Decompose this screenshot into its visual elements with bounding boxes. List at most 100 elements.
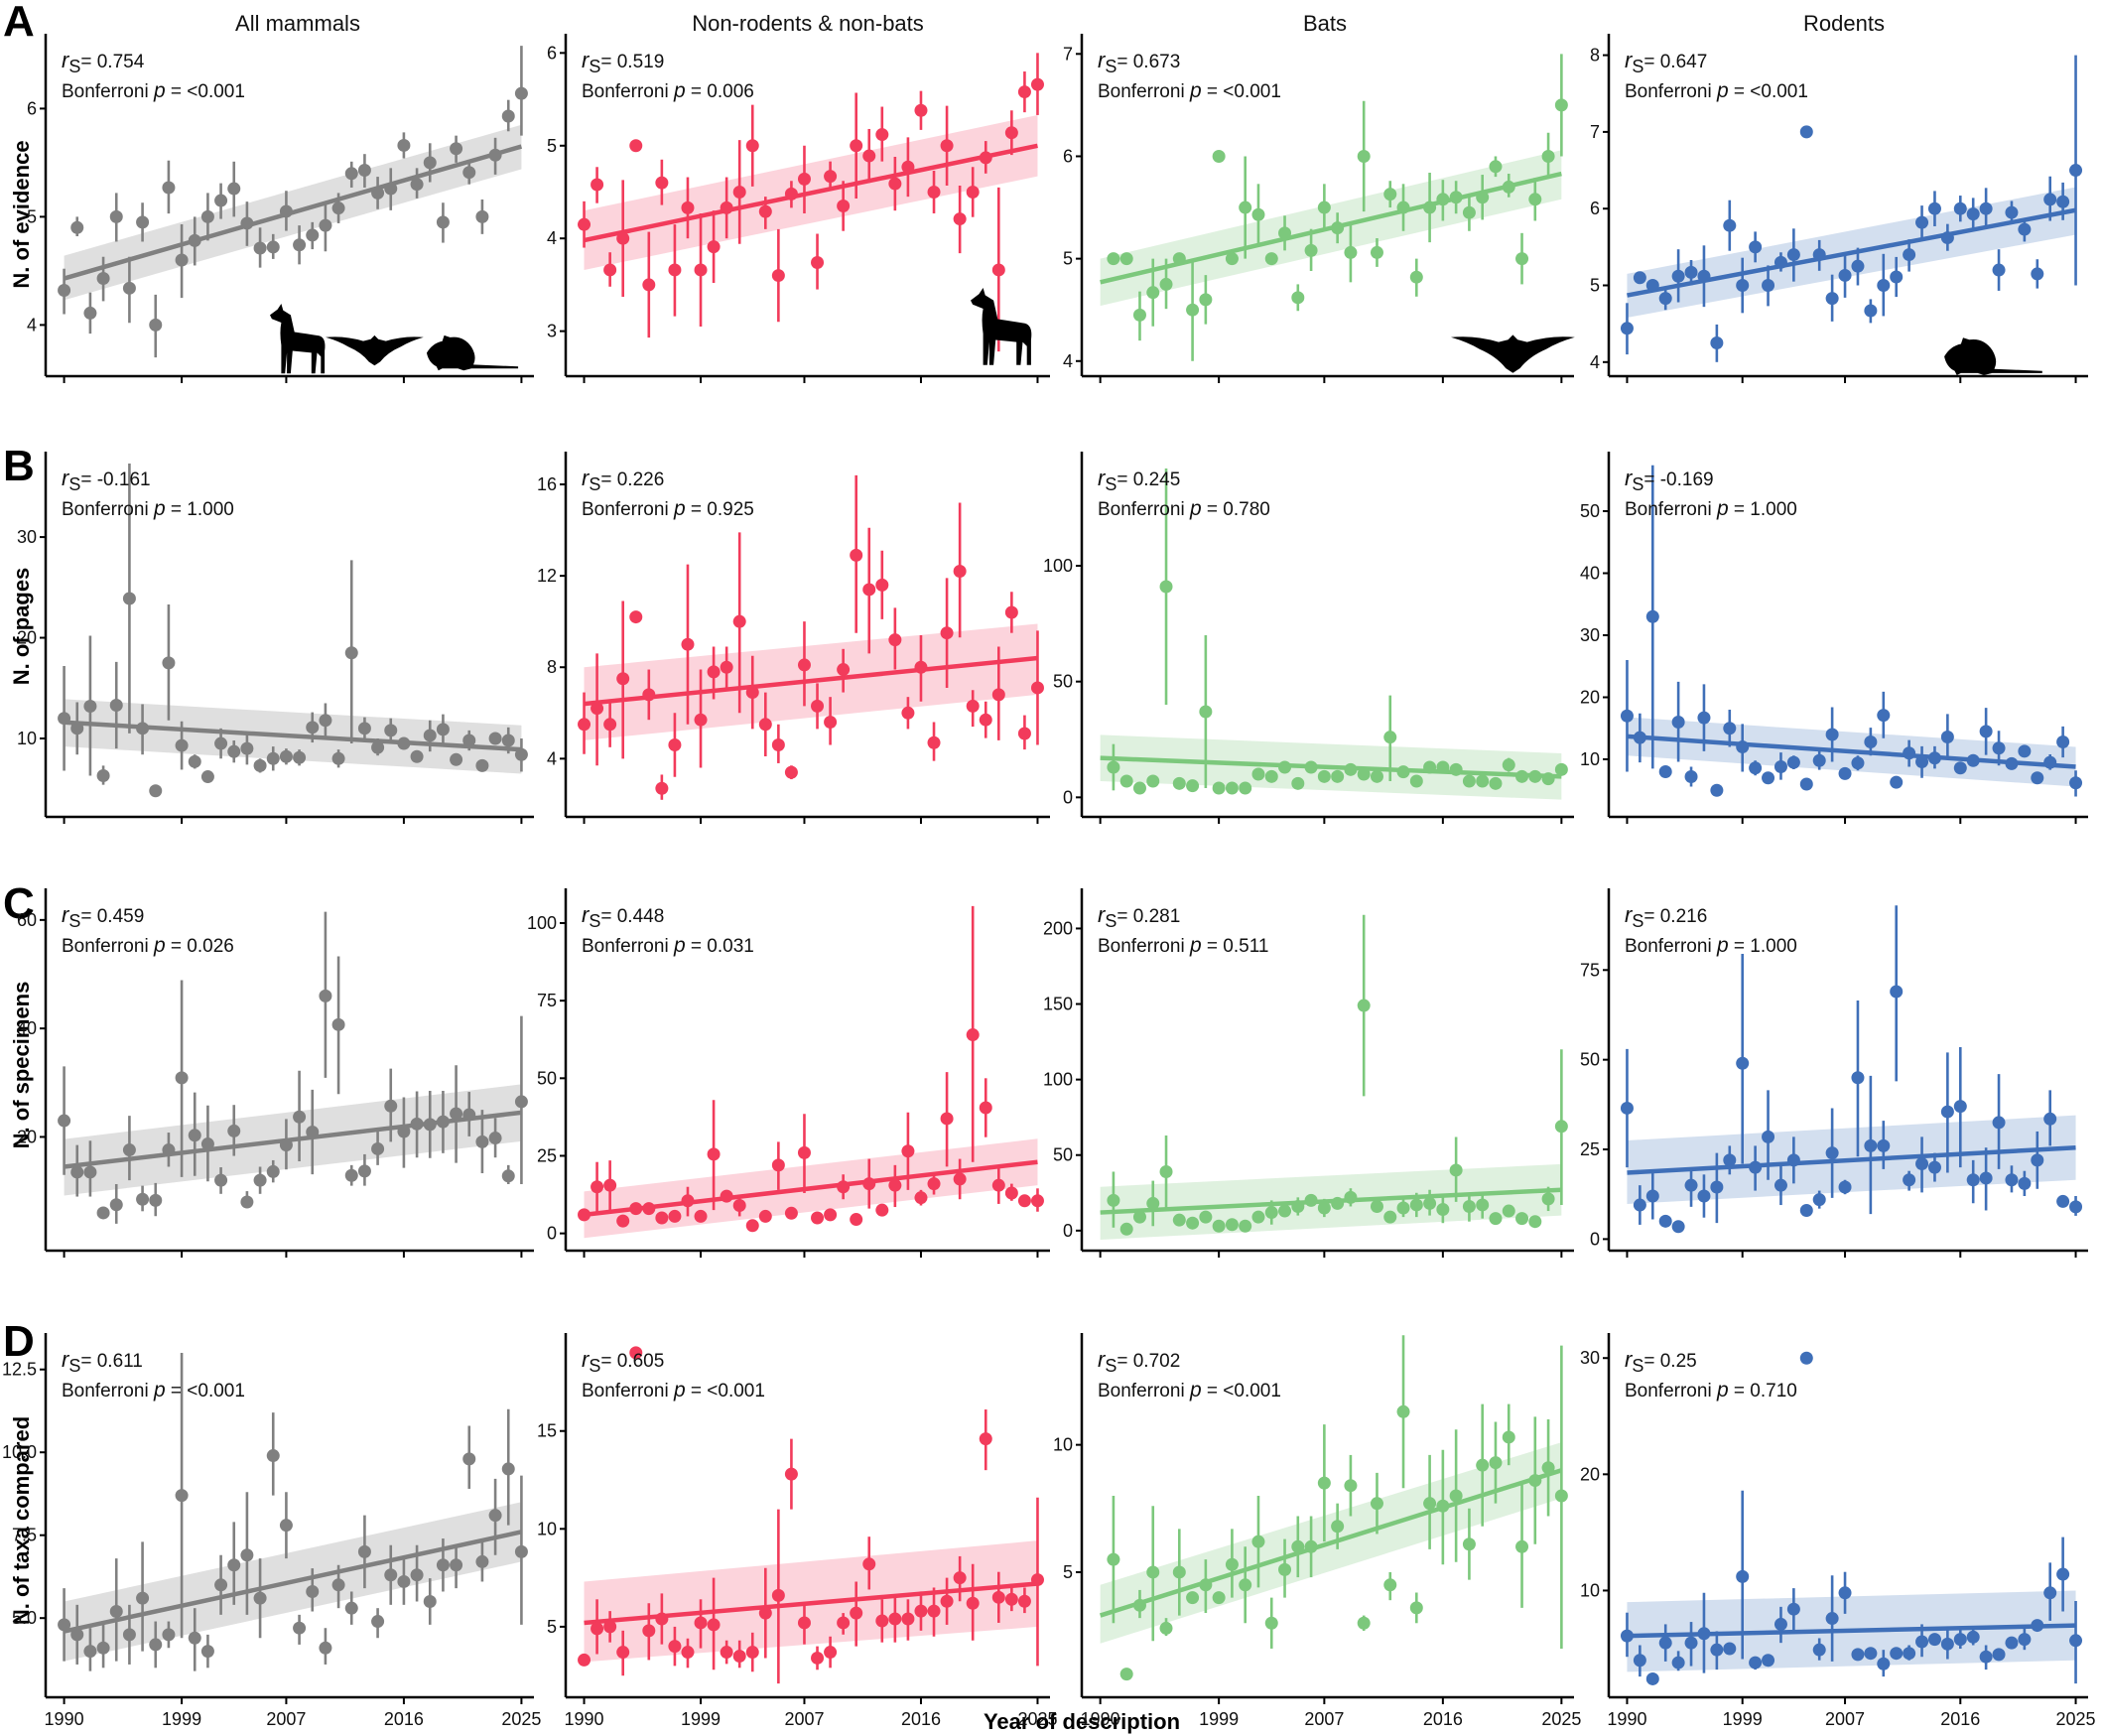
dog-icon — [971, 288, 1032, 365]
data-point — [655, 1612, 669, 1626]
bonferroni-p: Bonferroni p = <0.001 — [1098, 79, 1281, 102]
spearman-rs: rS= 0.448 — [582, 902, 664, 931]
data-point — [200, 1645, 214, 1659]
data-point — [423, 1594, 437, 1608]
trend-line — [584, 655, 1038, 707]
data-point — [1357, 767, 1371, 781]
data-point — [1915, 755, 1929, 768]
data-point — [1697, 711, 1711, 725]
data-point — [1423, 200, 1437, 214]
data-point — [940, 1112, 954, 1126]
data-point — [2031, 1619, 2044, 1633]
data-point — [1212, 1591, 1226, 1605]
data-point — [1186, 779, 1200, 793]
data-point — [1825, 292, 1839, 306]
data-point — [266, 240, 280, 254]
data-point — [344, 167, 358, 181]
data-point — [591, 1622, 604, 1636]
data-point — [1825, 1146, 1839, 1160]
y-tick-label: 20 — [1580, 688, 1600, 708]
data-point — [83, 1165, 97, 1179]
data-point — [2043, 193, 2057, 206]
data-point — [1541, 772, 1555, 786]
data-point — [888, 633, 902, 647]
data-point — [1370, 1497, 1383, 1511]
data-point — [1030, 77, 1044, 91]
data-point — [1710, 335, 1724, 349]
data-point — [488, 1132, 502, 1145]
data-point — [1992, 263, 2006, 277]
data-point — [1762, 771, 1775, 785]
data-point — [1291, 1199, 1305, 1213]
data-point — [410, 178, 424, 192]
data-point — [306, 1126, 320, 1139]
data-point — [1736, 740, 1750, 753]
data-point — [227, 744, 241, 758]
data-point — [1462, 1537, 1476, 1551]
data-point — [331, 751, 345, 765]
data-point — [188, 1129, 201, 1142]
y-tick-label: 100 — [1043, 1070, 1073, 1090]
data-point — [1838, 766, 1852, 780]
data-point — [1762, 279, 1775, 293]
data-point — [811, 1651, 825, 1665]
y-tick-label: 30 — [1580, 625, 1600, 645]
data-point — [96, 1641, 110, 1655]
data-point — [850, 139, 863, 153]
data-point — [1212, 149, 1226, 163]
data-point — [771, 1158, 785, 1172]
data-point — [1502, 180, 1515, 194]
data-point — [862, 149, 876, 163]
data-point — [1528, 1474, 1542, 1488]
data-point — [2031, 1153, 2044, 1167]
data-point — [603, 1178, 617, 1192]
data-point — [1172, 252, 1186, 266]
data-point — [720, 1189, 733, 1203]
y-tick-label: 10 — [17, 729, 37, 748]
data-point — [410, 749, 424, 763]
data-point — [266, 1449, 280, 1463]
x-tick-label: 2007 — [1825, 1709, 1865, 1729]
y-tick-label: 10.0 — [2, 1442, 37, 1462]
data-point — [1749, 761, 1763, 775]
bonferroni-p: Bonferroni p = 0.006 — [582, 79, 754, 102]
column-title-non-rodents-non-bats: Non-rodents & non-bats — [692, 11, 924, 36]
data-point — [616, 672, 630, 686]
data-point — [1357, 1616, 1371, 1630]
data-point — [940, 139, 954, 153]
data-point — [1409, 1601, 1423, 1615]
data-point — [914, 1191, 928, 1205]
data-point — [2043, 1586, 2057, 1600]
data-point — [784, 1206, 798, 1220]
data-point — [475, 209, 489, 223]
data-point — [758, 1209, 772, 1223]
data-point — [1966, 207, 1980, 221]
spearman-rs: rS= 0.754 — [62, 48, 145, 76]
y-tick-label: 100 — [527, 913, 557, 933]
y-tick-label: 50 — [1053, 672, 1073, 692]
data-point — [253, 758, 267, 772]
data-point — [1671, 1220, 1685, 1234]
data-point — [162, 656, 176, 670]
data-point — [1396, 1404, 1410, 1418]
data-point — [136, 1192, 150, 1206]
data-point — [1476, 1198, 1490, 1212]
data-point — [850, 1213, 863, 1227]
data-point — [96, 1206, 110, 1220]
y-tick-label: 12 — [537, 566, 557, 586]
data-point — [1966, 753, 1980, 767]
data-point — [175, 1489, 189, 1503]
data-point — [1620, 1629, 1634, 1643]
data-point — [1620, 1101, 1634, 1115]
data-point — [1317, 1201, 1331, 1215]
data-point — [1953, 1100, 1967, 1114]
data-point — [1877, 709, 1891, 723]
data-point — [1541, 1192, 1555, 1206]
y-tick-label: 30 — [17, 527, 37, 547]
data-point — [1762, 1654, 1775, 1668]
data-point — [2005, 1636, 2019, 1650]
data-point — [837, 663, 851, 677]
data-point — [1004, 605, 1018, 619]
data-point — [1172, 1213, 1186, 1227]
data-point — [1370, 1199, 1383, 1213]
